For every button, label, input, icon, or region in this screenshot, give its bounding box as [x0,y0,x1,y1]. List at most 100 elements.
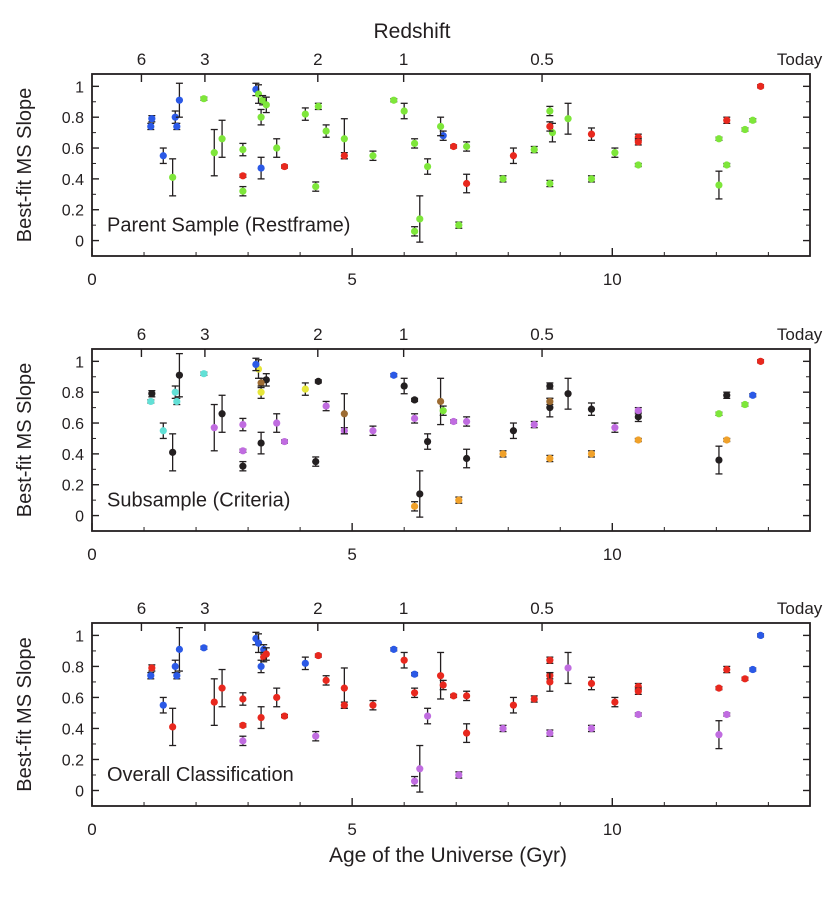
data-point [587,130,596,138]
x-tick-label: 5 [347,820,356,839]
data-point [530,420,538,429]
data-point [171,388,179,396]
data-point [715,731,723,739]
data-point [257,439,265,447]
data-point [340,684,348,692]
data-point [546,454,554,463]
data-point [252,360,260,369]
data-point [390,96,398,104]
data-point [715,410,723,418]
data-point [400,382,408,390]
data-point [564,390,572,398]
data-point [257,388,265,396]
data-point [175,96,184,104]
data-point [410,139,419,148]
data-point [741,400,749,409]
data-point [239,420,247,429]
x-tick-label: 10 [603,545,622,564]
data-point [715,684,723,692]
data-point [546,729,554,737]
data-point [301,385,309,393]
data-point [423,712,432,720]
y-axis-label: Best-fit MS Slope [14,363,36,518]
plot-frame [91,622,811,807]
y-tick-label: 0.2 [62,478,84,495]
data-point [463,729,471,737]
plot-frame [91,348,811,532]
data-point [148,664,156,672]
y-tick-label: 0 [75,509,84,526]
data-point [147,672,155,680]
data-point [634,413,642,421]
data-point [301,110,309,118]
data-point [634,436,642,444]
redshift-tick-label: 1 [399,325,408,344]
data-point [634,710,642,719]
data-point [280,437,289,446]
data-point [416,215,424,223]
data-point [756,357,765,365]
redshift-tick-label: 2 [313,599,322,618]
data-point [463,692,471,700]
data-point [175,645,184,653]
y-tick-label: 1 [75,628,84,645]
panel-annotation: Overall Classification [107,764,294,786]
y-tick-label: 0 [75,234,84,251]
data-point [587,679,596,688]
data-point [455,221,463,229]
data-point [546,122,554,131]
data-point [390,371,398,379]
data-point [239,737,247,745]
data-point [499,175,507,183]
data-point [340,410,348,418]
data-point [587,724,596,733]
data-point [439,681,447,689]
data-point [564,115,572,123]
data-point [546,678,554,686]
data-point [546,179,554,188]
data-point [200,370,208,378]
data-point [340,701,348,709]
panel-annotation: Subsample (Criteria) [107,489,290,511]
data-point [218,410,226,418]
data-point [340,135,348,143]
data-point [410,227,419,235]
data-point [210,698,218,706]
data-point [756,631,765,640]
y-axis-label: Best-fit MS Slope [14,637,36,792]
data-point [322,127,330,135]
data-point [218,135,226,143]
data-point [400,107,408,115]
panel-annotation: Parent Sample (Restframe) [107,214,350,236]
data-point [723,116,731,124]
data-point [546,397,554,406]
redshift-tick-label: Today [777,50,823,69]
data-point [416,490,424,498]
data-point [450,417,458,426]
x-axis-title: Age of the Universe (Gyr) [329,844,567,867]
data-point [436,397,445,406]
data-point [257,113,265,121]
x-tick-label: 10 [603,820,622,839]
data-point [262,101,270,109]
y-tick-label: 0 [75,783,84,800]
data-point [257,714,265,722]
data-point [314,651,322,660]
data-point [210,149,218,157]
data-point [169,723,177,731]
data-point [463,142,471,151]
data-point [749,665,757,674]
data-point [200,95,208,103]
redshift-tick-label: Today [777,599,823,618]
data-point [499,450,507,458]
data-point [436,122,445,131]
data-point [218,684,226,692]
redshift-tick-label: 0.5 [530,599,554,618]
redshift-tick-label: 1 [399,50,408,69]
data-point [423,437,432,446]
data-point [340,152,348,160]
data-point [509,701,518,709]
data-point [254,639,263,647]
data-point [239,721,247,729]
